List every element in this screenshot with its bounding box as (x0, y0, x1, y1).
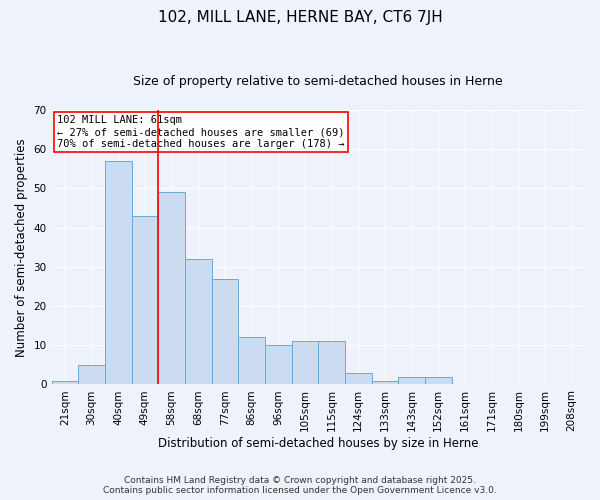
Bar (292, 342, 318, 384)
Bar (158, 192, 185, 384)
Title: Size of property relative to semi-detached houses in Herne: Size of property relative to semi-detach… (133, 75, 503, 88)
Bar (131, 216, 158, 384)
Bar (371, 380, 398, 384)
Bar (238, 338, 265, 384)
Bar (212, 278, 238, 384)
Text: Contains HM Land Registry data © Crown copyright and database right 2025.
Contai: Contains HM Land Registry data © Crown c… (103, 476, 497, 495)
Text: 102 MILL LANE: 61sqm
← 27% of semi-detached houses are smaller (69)
70% of semi-: 102 MILL LANE: 61sqm ← 27% of semi-detac… (57, 116, 344, 148)
Bar (52, 380, 78, 384)
Bar (398, 376, 425, 384)
Y-axis label: Number of semi-detached properties: Number of semi-detached properties (15, 138, 28, 356)
Bar (345, 372, 371, 384)
Bar (105, 161, 131, 384)
Bar (78, 365, 105, 384)
Bar (318, 342, 345, 384)
Bar (185, 259, 212, 384)
X-axis label: Distribution of semi-detached houses by size in Herne: Distribution of semi-detached houses by … (158, 437, 479, 450)
Bar (265, 345, 292, 385)
Bar (425, 376, 452, 384)
Text: 102, MILL LANE, HERNE BAY, CT6 7JH: 102, MILL LANE, HERNE BAY, CT6 7JH (158, 10, 442, 25)
